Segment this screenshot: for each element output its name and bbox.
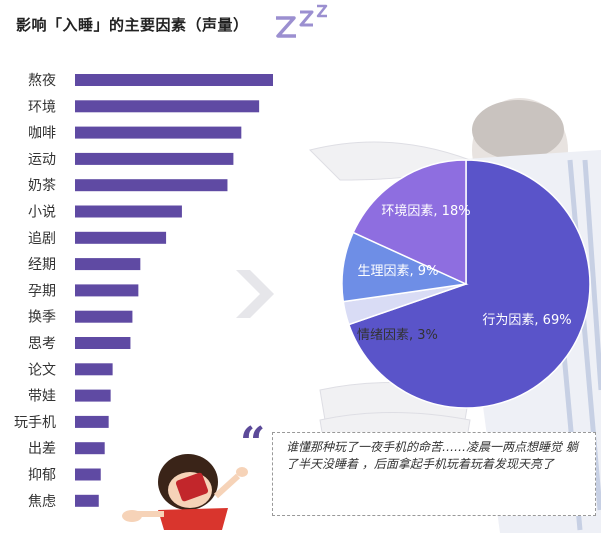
bar-category-label: 抑郁 (28, 468, 56, 484)
bar-category-label: 论文 (28, 362, 56, 378)
bar-category-label: 小说 (28, 205, 56, 221)
bar-category-label: 环境 (28, 99, 56, 115)
bar-category-label: 出差 (28, 441, 56, 457)
pie-slice-label: 环境因素, 18% (381, 204, 470, 219)
bar-category-label: 运动 (28, 152, 56, 168)
bar-追剧 (75, 231, 167, 244)
quote-text: 谁懂那种玩了一夜手机的命苦……凌晨一两点想睡觉 躺了半天没睡着 ，后面拿起手机玩… (286, 440, 578, 471)
bar-带娃 (75, 389, 111, 402)
bar-环境 (75, 100, 260, 113)
bar-经期 (75, 258, 141, 271)
page-title: 影响「入睡」的主要因素（声量） (16, 16, 249, 34)
bar-奶茶 (75, 179, 228, 192)
bar-论文 (75, 363, 113, 376)
pie-slice-label: 行为因素, 69% (482, 313, 571, 328)
bar-category-label: 带娃 (28, 389, 56, 405)
bar-category-label: 追剧 (28, 231, 56, 247)
bar-咖啡 (75, 126, 242, 139)
pie-slice (352, 159, 467, 286)
bar-熬夜 (75, 74, 273, 86)
bar-category-label: 咖啡 (28, 126, 56, 142)
bar-category-label: 思考 (28, 336, 56, 352)
bar-玩手机 (75, 415, 109, 428)
bar-category-label: 经期 (28, 257, 56, 273)
pie-slice (347, 159, 591, 409)
bar-小说 (75, 205, 182, 218)
sleep-zzz-icon (276, 4, 328, 38)
girl-with-phone-illustration (122, 454, 248, 530)
bar-抑郁 (75, 468, 101, 481)
bar-焦虑 (75, 494, 99, 507)
quote-mark-icon: “ (240, 418, 266, 469)
bar-孕期 (75, 284, 139, 297)
bar-category-label: 孕期 (28, 283, 56, 299)
pie-slice-label: 生理因素, 9% (358, 264, 439, 279)
bar-category-label: 熬夜 (28, 73, 56, 89)
pie-slice-label: 情绪因素, 3% (357, 328, 438, 343)
speech-bubble (272, 432, 596, 516)
bar-category-label: 焦虑 (28, 494, 56, 510)
bar-category-label: 玩手机 (14, 415, 56, 431)
bar-思考 (75, 337, 131, 349)
bar-category-label: 奶茶 (28, 178, 56, 194)
chevron-right-icon (236, 270, 274, 318)
bar-出差 (75, 442, 105, 455)
bar-运动 (75, 152, 234, 165)
bar-category-label: 换季 (28, 309, 56, 326)
bar-换季 (75, 310, 133, 323)
